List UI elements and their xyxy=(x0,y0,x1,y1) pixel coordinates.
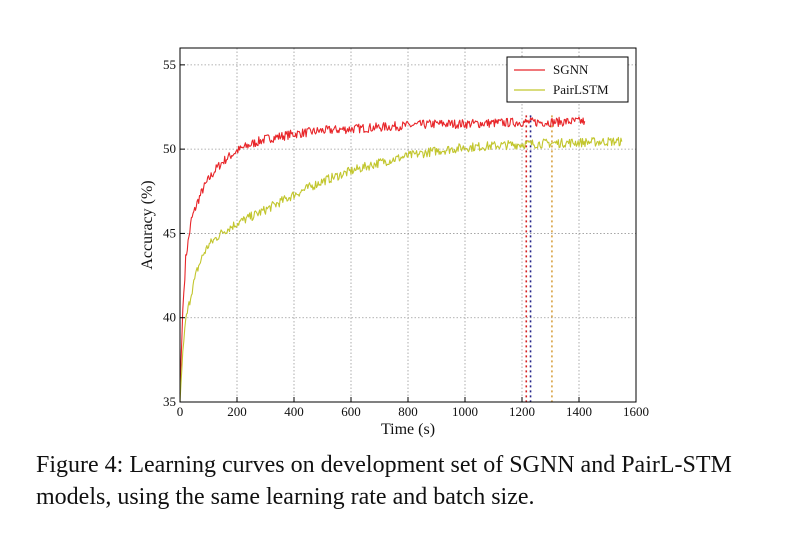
x-tick-label: 400 xyxy=(284,404,304,419)
vertical-markers xyxy=(525,115,553,402)
x-tick-label: 600 xyxy=(341,404,361,419)
figure-caption: Figure 4: Learning curves on development… xyxy=(36,452,732,510)
x-tick-label: 1600 xyxy=(623,404,649,419)
y-tick-label: 35 xyxy=(163,394,176,409)
x-tick-label: 1200 xyxy=(509,404,535,419)
x-tick-label: 0 xyxy=(177,404,184,419)
y-tick-label: 50 xyxy=(163,141,176,156)
x-axis-label: Time (s) xyxy=(381,421,435,438)
y-tick-label: 55 xyxy=(163,57,176,72)
legend-box xyxy=(506,56,629,103)
learning-curve-chart: 0 200 400 600 800 1000 1200 1400 16003540455055 … xyxy=(139,47,649,438)
y-tick-label: 45 xyxy=(163,225,176,240)
legend-label-pairlstm: PairLSTM xyxy=(553,82,609,97)
ticks: 0 200 400 600 800 1000 1200 1400 1600 35 40 45 50 55 xyxy=(163,57,649,419)
legend-label-sgnn: SGNN xyxy=(553,62,589,77)
legend: SGNN PairLSTM xyxy=(506,56,629,103)
x-tick-label: 800 xyxy=(398,404,418,419)
y-tick-label: 40 xyxy=(163,310,176,325)
series-line-pairlstm xyxy=(179,136,623,403)
figure: 0 200 400 600 800 1000 1200 1400 1600 35 40 45 50 55 … xyxy=(139,47,649,438)
x-tick-label: 200 xyxy=(227,404,247,419)
y-axis-label: Accuracy (%) xyxy=(139,180,156,269)
series-line-sgnn xyxy=(179,116,586,394)
x-tick-label: 1000 xyxy=(452,404,478,419)
x-tick-label: 1400 xyxy=(566,404,592,419)
series-lines xyxy=(179,116,623,403)
